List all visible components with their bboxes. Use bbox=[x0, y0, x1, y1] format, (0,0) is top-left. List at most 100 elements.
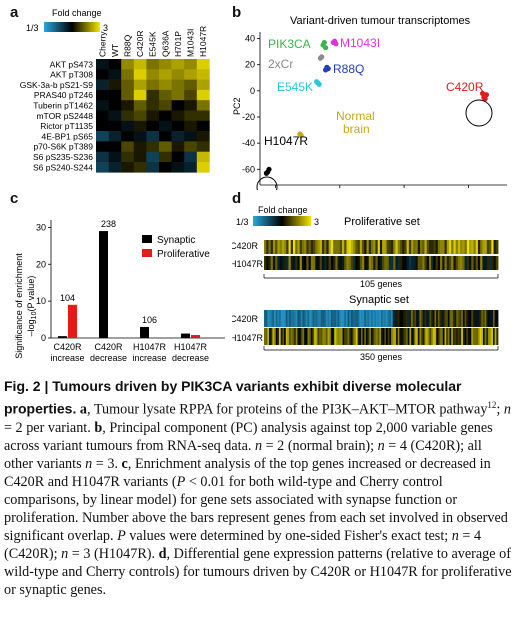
syn-cell bbox=[394, 328, 397, 345]
syn-cell bbox=[479, 328, 482, 345]
syn-cell bbox=[370, 310, 374, 327]
heatmap-cell bbox=[196, 131, 210, 142]
prolif-cell bbox=[428, 240, 432, 254]
syn-cell bbox=[417, 310, 420, 327]
syn-cell bbox=[391, 310, 394, 327]
bar-category-label: decrease bbox=[90, 353, 127, 363]
syn-cell bbox=[292, 328, 295, 345]
prolif-cell bbox=[477, 240, 481, 254]
heatmap-cell bbox=[146, 131, 160, 142]
prolif-cell bbox=[469, 240, 472, 254]
prolif-cell bbox=[420, 240, 423, 254]
syn-cell bbox=[467, 310, 470, 327]
prolif-cell bbox=[290, 256, 294, 270]
prolif-cell bbox=[397, 256, 401, 270]
syn-cell bbox=[300, 310, 303, 327]
prolif-cell bbox=[484, 240, 488, 254]
syn-cell bbox=[299, 310, 302, 327]
syn-cell bbox=[354, 328, 357, 345]
pca-y-tick-label: 20 bbox=[245, 60, 255, 70]
heatmap-col-label: H1047R bbox=[198, 26, 208, 57]
prolif-cell bbox=[350, 240, 354, 254]
prolif-cell bbox=[446, 256, 450, 270]
syn-cell bbox=[274, 328, 277, 345]
heatmap-cell bbox=[121, 151, 135, 163]
syn-cell bbox=[315, 328, 318, 345]
heatmap-cell bbox=[96, 151, 109, 163]
syn-cell bbox=[357, 310, 360, 327]
syn-cell bbox=[367, 310, 370, 327]
prolif-cell bbox=[275, 240, 278, 254]
syn-cell bbox=[429, 328, 432, 345]
prolif-cell bbox=[399, 240, 403, 254]
prolif-cell bbox=[284, 240, 287, 254]
heatmap-cell bbox=[184, 100, 198, 111]
syn-cell bbox=[491, 328, 494, 345]
prolif-cell bbox=[304, 240, 307, 254]
syn-cell bbox=[487, 310, 491, 327]
syn-cell bbox=[397, 310, 400, 327]
syn-cell bbox=[330, 310, 333, 327]
prolif-cell bbox=[342, 240, 345, 254]
prolif-cell bbox=[357, 256, 361, 270]
syn-cell bbox=[482, 328, 486, 345]
syn-cell bbox=[474, 310, 477, 327]
prolif-cell bbox=[426, 240, 430, 254]
syn-cell bbox=[329, 328, 332, 345]
syn-cell bbox=[299, 328, 302, 345]
prolif-cell bbox=[377, 256, 381, 270]
label-c420r: C420R bbox=[446, 80, 484, 94]
heatmap-cell bbox=[133, 69, 147, 80]
prolif-cell bbox=[431, 240, 434, 254]
syn-cell bbox=[442, 328, 445, 345]
syn-cell bbox=[449, 328, 452, 345]
syn-cell bbox=[352, 310, 355, 327]
syn-cell bbox=[272, 310, 275, 327]
prolif-cell bbox=[408, 240, 412, 254]
syn-cell bbox=[377, 328, 380, 345]
heatmap-row-label: GSK-3a-b pS21-S9 bbox=[20, 80, 94, 90]
syn-cell bbox=[407, 310, 410, 327]
syn-cell bbox=[462, 328, 465, 345]
heatmap-cell bbox=[171, 151, 185, 163]
pca-y-tick-label: 40 bbox=[245, 34, 255, 44]
prolif-cell bbox=[306, 256, 309, 270]
syn-cell bbox=[374, 328, 377, 345]
prolif-cell bbox=[493, 240, 497, 254]
syn-cell bbox=[284, 310, 287, 327]
prolif-cell bbox=[266, 240, 269, 254]
heatmap-cell bbox=[159, 89, 172, 101]
prolif-cell bbox=[359, 256, 363, 270]
prolif-cell bbox=[415, 256, 419, 270]
syn-cell bbox=[279, 310, 282, 327]
syn-cell bbox=[305, 328, 308, 345]
syn-cell bbox=[452, 328, 455, 345]
prolif-cell bbox=[444, 256, 448, 270]
heatmap-cell bbox=[96, 162, 109, 173]
prolif-cell bbox=[268, 256, 272, 270]
syn-cell bbox=[312, 328, 315, 345]
heatmap-col-label: WT bbox=[110, 44, 120, 57]
pca-point bbox=[330, 39, 336, 46]
syn-cell bbox=[267, 328, 270, 345]
syn-cell bbox=[394, 310, 397, 327]
panel-a-legend-title: Fold change bbox=[52, 8, 102, 18]
prolif-cell bbox=[437, 256, 441, 270]
syn-cell bbox=[429, 310, 432, 327]
prolif-cell bbox=[362, 256, 365, 270]
syn-cell bbox=[411, 328, 414, 345]
syn-cell bbox=[307, 310, 310, 327]
prolif-cell bbox=[448, 240, 452, 254]
prolif-cell bbox=[442, 240, 445, 254]
heatmap-cell bbox=[184, 120, 198, 132]
heatmap-cell bbox=[146, 79, 160, 91]
prolif-cell bbox=[460, 240, 463, 254]
prolif-cell bbox=[270, 256, 274, 270]
syn-cell bbox=[334, 328, 337, 345]
prolif-cell bbox=[426, 256, 430, 270]
prolif-cell bbox=[404, 256, 408, 270]
prolif-cell bbox=[397, 240, 401, 254]
prolif-cell bbox=[344, 240, 347, 254]
syn-cell bbox=[457, 310, 460, 327]
pca-y-tick-label: -60 bbox=[242, 164, 255, 174]
